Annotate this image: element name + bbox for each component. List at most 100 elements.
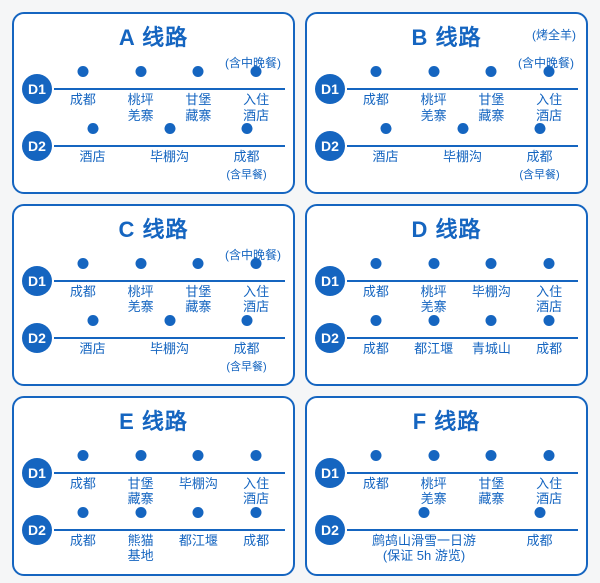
stop: 成都 — [54, 280, 112, 315]
sub-note: (含中晚餐) — [22, 246, 285, 260]
stop-label: 成都 — [70, 92, 96, 108]
route-title: F 线路 — [413, 404, 481, 436]
stop-dot — [164, 123, 175, 134]
stop-label: 成都 — [70, 533, 96, 549]
stops-row: 成都桃坪 羌寨甘堡 藏寨入住 酒店 — [347, 88, 578, 123]
stop-label: 成都 — [70, 284, 96, 300]
stop-dot — [251, 258, 262, 269]
stops-row: 成都熊猫 基地都江堰成都 — [54, 529, 285, 564]
stop-dot — [164, 315, 175, 326]
stop-dot — [135, 450, 146, 461]
stop-dot — [77, 507, 88, 518]
day-row: D2成都熊猫 基地都江堰成都 — [22, 513, 285, 564]
day-badge: D2 — [315, 323, 345, 353]
stop-label: 成都 — [526, 533, 552, 549]
stop-label: 毕棚沟 — [150, 149, 189, 165]
route-title: B 线路 — [411, 20, 481, 52]
stop: 桃坪 羌寨 — [112, 280, 170, 315]
stop-dot — [370, 66, 381, 77]
stop: 毕棚沟 — [424, 145, 501, 182]
route-card-e: E 线路D1成都甘堡 藏寨毕棚沟入住 酒店D2成都熊猫 基地都江堰成都 — [12, 396, 295, 576]
stop-dot — [77, 66, 88, 77]
route-title: C 线路 — [118, 212, 188, 244]
stop-label: 桃坪 羌寨 — [421, 284, 447, 315]
day-badge: D2 — [22, 131, 52, 161]
stop-dot — [251, 450, 262, 461]
stop: 入住 酒店 — [520, 88, 578, 123]
stop: 成都 — [347, 337, 405, 357]
timeline: 成都桃坪 羌寨甘堡 藏寨入住 酒店 — [347, 456, 578, 507]
stop-label: 鹧鸪山滑雪一日游 (保证 5h 游览) — [372, 533, 476, 564]
stop-dot — [251, 66, 262, 77]
day-badge: D2 — [315, 131, 345, 161]
stop-dot — [486, 315, 497, 326]
stop-dot — [380, 123, 391, 134]
timeline: 成都甘堡 藏寨毕棚沟入住 酒店 — [54, 456, 285, 507]
stop: 成都(含早餐) — [208, 145, 285, 182]
timeline: 酒店毕棚沟成都(含早餐) — [54, 129, 285, 182]
stop-label: 入住 酒店 — [536, 92, 562, 123]
stop-dot — [534, 123, 545, 134]
stop: 成都 — [54, 472, 112, 507]
stop-dot — [428, 258, 439, 269]
stop-dot — [419, 507, 430, 518]
day-badge: D2 — [22, 515, 52, 545]
stop: 桃坪 羌寨 — [112, 88, 170, 123]
timeline: 成都熊猫 基地都江堰成都 — [54, 513, 285, 564]
stop-label: 毕棚沟 — [443, 149, 482, 165]
sub-note: (含中晚餐) — [315, 54, 578, 68]
timeline: 成都桃坪 羌寨甘堡 藏寨入住 酒店 — [347, 72, 578, 123]
stop-label: 成都 — [526, 149, 552, 165]
stops-row: 酒店毕棚沟成都(含早餐) — [347, 145, 578, 182]
stop: 成都 — [501, 529, 578, 564]
stop-dot — [241, 315, 252, 326]
stop-label: 都江堰 — [179, 533, 218, 549]
stop-label: 成都 — [536, 341, 562, 357]
stop: 熊猫 基地 — [112, 529, 170, 564]
stop-dot — [87, 123, 98, 134]
stop-label: 成都 — [233, 341, 259, 357]
day-badge: D1 — [315, 266, 345, 296]
day-row: D2鹧鸪山滑雪一日游 (保证 5h 游览)成都 — [315, 513, 578, 564]
day-badge: D1 — [315, 458, 345, 488]
title-row: A 线路 — [22, 20, 285, 52]
stop: 成都 — [347, 88, 405, 123]
stops-row: 酒店毕棚沟成都(含早餐) — [54, 337, 285, 374]
title-row: C 线路 — [22, 212, 285, 244]
stop-label: 酒店 — [79, 341, 105, 357]
stop: 成都 — [54, 529, 112, 564]
stop: 酒店 — [347, 145, 424, 182]
stop-label: 桃坪 羌寨 — [128, 284, 154, 315]
stop-dot — [87, 315, 98, 326]
route-card-a: A 线路(含中晚餐)D1成都桃坪 羌寨甘堡 藏寨入住 酒店D2酒店毕棚沟成都(含… — [12, 12, 295, 194]
stop: 毕棚沟 — [170, 472, 228, 507]
timeline: 鹧鸪山滑雪一日游 (保证 5h 游览) 成都 — [347, 513, 578, 564]
stop-label: 成都 — [363, 284, 389, 300]
stop-label: 成都 — [243, 533, 269, 549]
sub-note — [22, 438, 285, 452]
stop-dot — [544, 315, 555, 326]
day-row: D1成都桃坪 羌寨毕棚沟入住 酒店 — [315, 264, 578, 315]
stop-dot — [370, 258, 381, 269]
stop-dot — [135, 507, 146, 518]
stop: 成都 — [347, 280, 405, 315]
day-row: D1成都桃坪 羌寨甘堡 藏寨入住 酒店 — [315, 72, 578, 123]
title-row: D 线路 — [315, 212, 578, 244]
stop-dot — [370, 315, 381, 326]
stops-row: 酒店毕棚沟成都(含早餐) — [54, 145, 285, 182]
day-row: D2成都都江堰青城山成都 — [315, 321, 578, 357]
stop-dot — [193, 450, 204, 461]
stop-label: 成都 — [363, 92, 389, 108]
stop: 入住 酒店 — [520, 472, 578, 507]
stop-label: 都江堰 — [414, 341, 453, 357]
stop-dot — [251, 507, 262, 518]
route-title: E 线路 — [119, 404, 188, 436]
stop: 鹧鸪山滑雪一日游 (保证 5h 游览) — [347, 529, 501, 564]
day-row: D1成都桃坪 羌寨甘堡 藏寨入住 酒店 — [22, 264, 285, 315]
stop-dot — [370, 450, 381, 461]
day-badge: D1 — [315, 74, 345, 104]
stop-dot — [544, 450, 555, 461]
route-grid: A 线路(含中晚餐)D1成都桃坪 羌寨甘堡 藏寨入住 酒店D2酒店毕棚沟成都(含… — [12, 12, 588, 571]
stop: 毕棚沟 — [131, 145, 208, 182]
stop-label: 桃坪 羌寨 — [128, 92, 154, 123]
